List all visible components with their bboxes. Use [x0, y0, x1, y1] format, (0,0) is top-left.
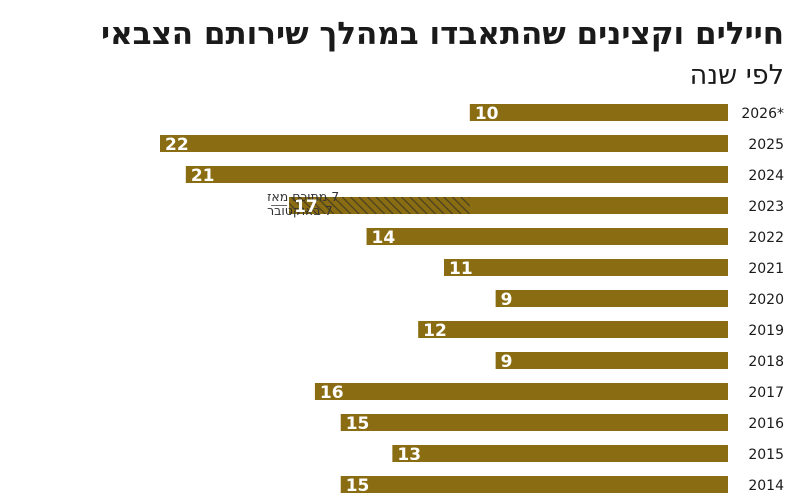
- value-label: 22: [165, 135, 189, 155]
- value-label: 10: [475, 104, 499, 124]
- value-label: 12: [423, 321, 447, 341]
- value-label: 16: [320, 383, 344, 403]
- year-label: 2017: [748, 385, 784, 401]
- bar-2025: [160, 135, 728, 152]
- value-label: 15: [346, 476, 370, 496]
- year-label: 2016: [748, 416, 784, 432]
- year-label: 2015: [748, 447, 784, 463]
- year-label: 2025: [748, 137, 784, 153]
- value-label: 21: [191, 166, 215, 186]
- bar-2017: [314, 383, 728, 400]
- bar-2022: [366, 228, 728, 245]
- value-label: 9: [501, 352, 513, 372]
- bar-2019: [418, 321, 728, 338]
- bar-2021: [444, 259, 728, 276]
- value-label: 13: [397, 445, 421, 465]
- bar-2020: [495, 290, 728, 307]
- bar-2015: [392, 445, 728, 462]
- year-label: 2014: [748, 478, 784, 494]
- bar-2024: [185, 166, 728, 183]
- year-label: 2026*: [741, 106, 784, 122]
- chart-title: חיילים וקצינים שהתאבדו במהלך שירותם הצבא…: [100, 16, 784, 52]
- year-label: 2020: [748, 292, 784, 308]
- bar-2016: [340, 414, 728, 431]
- chart-subtitle: לפי שנה: [689, 60, 784, 91]
- bar-2014: [340, 476, 728, 493]
- year-label: 2021: [748, 261, 784, 277]
- year-label: 2022: [748, 230, 784, 246]
- value-label: 17: [294, 197, 318, 217]
- year-label: 2023: [748, 199, 784, 215]
- value-label: 11: [449, 259, 473, 279]
- bar-2018: [495, 352, 728, 369]
- value-label: 14: [372, 228, 396, 248]
- year-label: 2024: [748, 168, 784, 184]
- value-label: 15: [346, 414, 370, 434]
- bar-hatched-segment: [289, 197, 470, 214]
- annotation-text-line: 7 מתוכם מאז: [267, 189, 339, 204]
- year-label: 2018: [748, 354, 784, 370]
- value-label: 9: [501, 290, 513, 310]
- year-label: 2019: [748, 323, 784, 339]
- annotation-text-line: 7 באוקטובר: [267, 203, 333, 218]
- bar-2026: [469, 104, 728, 121]
